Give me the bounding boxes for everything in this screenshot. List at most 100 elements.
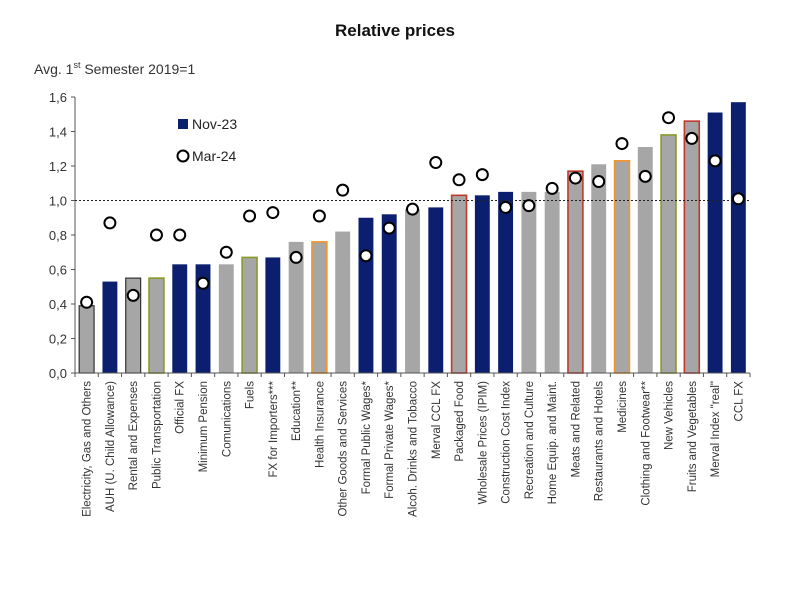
marker-mar-24 [568, 171, 582, 185]
bar-nov-23 [195, 264, 211, 373]
x-category-label: Official FX [175, 381, 187, 434]
y-tick-label: 1,6 [49, 90, 67, 105]
marker-mar-24 [336, 183, 350, 197]
y-tick-label: 1,4 [49, 125, 67, 140]
x-category-label: Recreation and Culture [524, 381, 536, 499]
bar-nov-23 [311, 241, 328, 374]
x-category-label: Wholesale Prices (IPIM) [477, 381, 489, 505]
marker-mar-24 [219, 245, 233, 259]
marker-mar-24 [638, 169, 652, 183]
legend-bar-swatch [178, 119, 188, 129]
x-category-label: Restaurants and Hotels [594, 381, 606, 501]
x-category-label: Education** [291, 380, 303, 441]
marker-mar-24 [173, 228, 187, 242]
bar-nov-23 [148, 277, 165, 374]
bar-nov-23 [567, 170, 584, 374]
x-category-label: Minimum Pension [198, 381, 210, 472]
marker-mar-24 [522, 199, 536, 213]
x-category-label: Other Goods and Services [338, 381, 350, 517]
plot-area: 0,0 0,2 0,4 0,6 0,8 1,0 1,2 1,4 1,6 Electricity, … [49, 90, 751, 517]
x-category-label: Meats and Related [570, 381, 582, 478]
x-category-label: Fruits and Vegetables [687, 381, 699, 492]
x-category-label: Rental and Expenses [128, 381, 140, 491]
bar-nov-23 [358, 217, 374, 373]
bar-nov-23 [660, 134, 677, 374]
y-tick-label: 1,0 [49, 194, 67, 209]
x-category-label: Home Equip. and Maint. [547, 381, 559, 504]
marker-mar-24 [312, 209, 326, 223]
y-tick-label: 1,2 [49, 159, 67, 174]
x-category-label: Clothing and Footwear** [640, 380, 652, 505]
bar-nov-23 [730, 102, 746, 374]
x-category-label: FX for Importers*** [268, 380, 280, 477]
y-axis-label-sup: st [73, 60, 81, 70]
y-tick-label: 0,6 [49, 263, 67, 278]
x-category-label: AUH (U. Child Allowance) [105, 381, 117, 512]
x-category-label: Health Insurance [314, 381, 326, 468]
bar-nov-23 [637, 147, 653, 373]
marker-mar-24 [289, 250, 303, 264]
x-category-label: Medicines [617, 381, 629, 433]
marker-mar-24 [499, 200, 513, 214]
y-tick-label: 0,8 [49, 228, 67, 243]
bar-nov-23 [218, 264, 234, 373]
x-category-label: Construction Cost Index [501, 381, 513, 504]
bar-nov-23 [707, 112, 723, 374]
marker-mar-24 [126, 288, 140, 302]
x-category-label: Electricity, Gas and Others [82, 381, 94, 517]
marker-mar-24 [685, 131, 699, 145]
x-category-label: Fuels [245, 381, 257, 409]
marker-mar-24 [592, 175, 606, 189]
marker-mar-24 [382, 221, 396, 235]
marker-mar-24 [545, 181, 559, 195]
marker-mar-24 [429, 156, 443, 170]
marker-mar-24 [196, 276, 210, 290]
bar-nov-23 [498, 191, 514, 373]
bar-nov-23 [335, 231, 351, 373]
y-tick-label: 0,0 [49, 366, 67, 381]
bar-nov-23 [381, 214, 397, 373]
bar-nov-23 [450, 194, 468, 374]
marker-mar-24 [103, 216, 117, 230]
x-category-label: Comunications [221, 381, 233, 457]
y-tick-label: 0,2 [49, 332, 67, 347]
legend-bar-label: Nov-23 [192, 116, 237, 132]
x-category-label: New Vehicles [664, 381, 676, 450]
marker-mar-24 [452, 173, 466, 187]
x-category-label: Merval Index "real" [710, 381, 722, 477]
marker-mar-24 [406, 202, 419, 216]
bar-nov-23 [521, 191, 537, 373]
bar-nov-23 [241, 256, 258, 374]
y-axis-label-suffix: Semester 2019=1 [80, 61, 195, 77]
x-category-label: Formal Public Wages* [361, 380, 373, 494]
y-tick-label: 0,4 [49, 297, 67, 312]
bar-nov-23 [172, 264, 188, 373]
marker-mar-24 [80, 295, 94, 309]
legend: Nov-23 Mar-24 [176, 116, 237, 164]
x-category-label: Alcoh. Drinks and Tobacco [408, 381, 420, 517]
y-axis-label-prefix: Avg. 1 [34, 61, 74, 77]
chart-title: Relative prices [335, 21, 455, 40]
x-category-label: Merval CCL FX [431, 381, 443, 459]
bar-nov-23 [544, 191, 560, 373]
bar-nov-23 [265, 257, 281, 373]
marker-mar-24 [475, 168, 489, 182]
bar-nov-23 [405, 209, 420, 373]
marker-mar-24 [708, 154, 722, 168]
x-category-label: Packaged Food [454, 381, 466, 462]
marker-mar-24 [149, 228, 163, 242]
x-category-label: CCL FX [733, 381, 745, 422]
marker-mar-24 [359, 249, 373, 263]
legend-marker-label: Mar-24 [192, 148, 237, 164]
bar-nov-23 [474, 195, 490, 373]
bar-nov-23 [683, 120, 701, 374]
bar-nov-23 [613, 160, 631, 374]
y-axis-label: Avg. 1st Semester 2019=1 [34, 60, 195, 77]
bar-nov-23 [591, 164, 607, 373]
marker-mar-24 [615, 137, 629, 151]
marker-mar-24 [662, 111, 676, 125]
marker-mar-24 [243, 209, 257, 223]
bar-nov-23 [428, 207, 444, 373]
marker-mar-24 [731, 192, 745, 206]
